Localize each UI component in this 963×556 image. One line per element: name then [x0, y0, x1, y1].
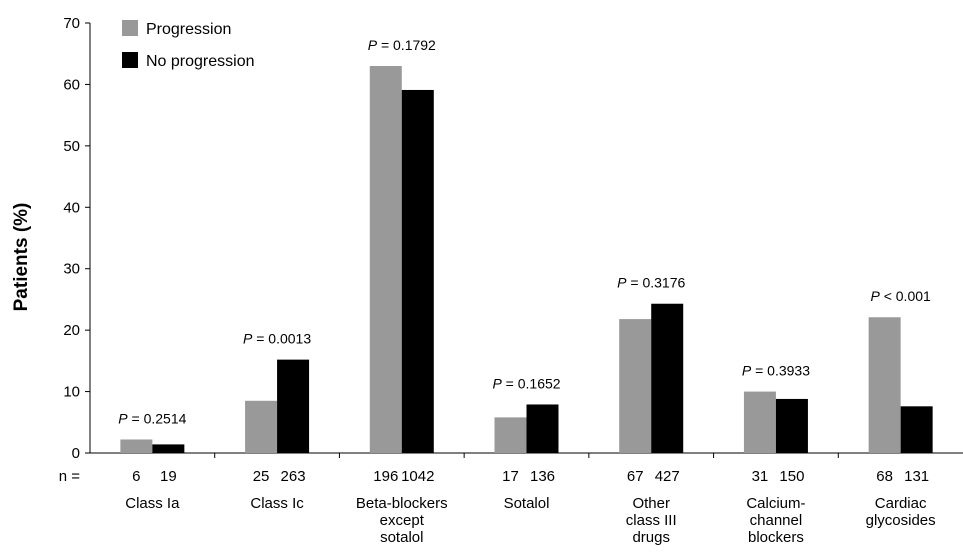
- y-tick-label: 50: [63, 138, 80, 155]
- p-value-label: P < 0.001: [870, 288, 931, 304]
- n-value-no-progression: 1042: [401, 468, 434, 485]
- legend: Progression No progression: [122, 20, 255, 70]
- n-value-progression: 68: [876, 468, 893, 485]
- bar-no-progression: [900, 406, 933, 453]
- legend-swatch-no-progression: [122, 52, 138, 68]
- legend-label-progression: Progression: [146, 21, 231, 38]
- p-value-label: P = 0.2514: [118, 410, 186, 426]
- p-value-label: P = 0.1652: [492, 375, 560, 391]
- bar-progression: [619, 319, 652, 453]
- y-tick-label: 60: [63, 76, 80, 93]
- bar-no-progression: [526, 404, 559, 453]
- n-value-no-progression: 263: [281, 468, 306, 485]
- category-label: Calcium-channel blockers: [746, 495, 805, 546]
- p-value-label: P = 0.3176: [617, 275, 685, 291]
- p-value-label: P = 0.0013: [243, 331, 311, 347]
- n-value-progression: 6: [132, 468, 140, 485]
- bar-progression: [369, 66, 402, 453]
- bar-progression: [494, 417, 527, 453]
- n-value-progression: 25: [253, 468, 270, 485]
- bar-no-progression: [152, 444, 185, 453]
- n-value-no-progression: 427: [655, 468, 680, 485]
- y-axis-label: Patients (%): [11, 203, 32, 312]
- n-value-progression: 17: [502, 468, 519, 485]
- bar-progression: [868, 317, 901, 453]
- p-value-label: P = 0.3933: [742, 363, 810, 379]
- bar-no-progression: [277, 359, 310, 453]
- bar-no-progression: [775, 398, 808, 453]
- n-value-progression: 67: [627, 468, 644, 485]
- n-value-no-progression: 19: [160, 468, 177, 485]
- n-value-no-progression: 136: [530, 468, 555, 485]
- bar-progression: [120, 439, 153, 453]
- category-label: Class Ia: [125, 495, 180, 512]
- bar-progression: [245, 400, 278, 453]
- p-value-label: P = 0.1792: [368, 37, 436, 53]
- category-label: Class Ic: [250, 495, 304, 512]
- y-tick-label: 40: [63, 199, 80, 216]
- y-tick-label: 0: [72, 445, 80, 462]
- legend-label-no-progression: No progression: [146, 53, 255, 70]
- category-label: Sotalol: [504, 495, 550, 512]
- n-value-progression: 31: [752, 468, 769, 485]
- category-label: Beta-blockers except sotalol: [356, 495, 448, 546]
- y-tick-label: 10: [63, 384, 80, 401]
- bar-progression: [743, 391, 776, 453]
- y-tick-label: 20: [63, 322, 80, 339]
- n-value-no-progression: 131: [904, 468, 929, 485]
- category-label: Cardiac glycosides: [866, 495, 936, 529]
- n-value-progression: 196: [373, 468, 398, 485]
- category-label: Other class III drugs: [626, 495, 677, 546]
- legend-swatch-progression: [122, 20, 138, 36]
- n-value-no-progression: 150: [779, 468, 804, 485]
- y-tick-label: 30: [63, 261, 80, 278]
- bar-no-progression: [401, 89, 434, 453]
- bar-no-progression: [651, 303, 684, 453]
- y-tick-label: 70: [63, 15, 80, 32]
- n-prefix-label: n =: [59, 468, 81, 485]
